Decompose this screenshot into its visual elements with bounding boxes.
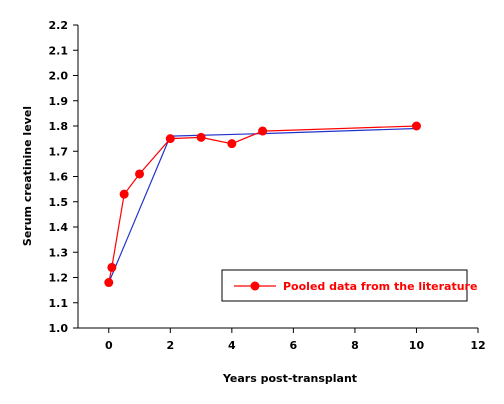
x-tick-label: 4	[228, 339, 236, 352]
x-tick-label: 2	[166, 339, 174, 352]
data-point	[196, 132, 206, 142]
x-tick-label: 10	[409, 339, 425, 352]
y-tick-label: 2.0	[49, 70, 69, 83]
y-tick-label: 1.6	[49, 171, 69, 184]
series-line-0	[108, 125, 417, 283]
x-tick-label: 8	[351, 339, 359, 352]
axes: 1.0 1.1 1.2 1.3 1.4 1.5 1.6 1.7 1.8 1.9 2.0 2.1 2.2 0…	[49, 19, 486, 352]
series-line-1	[108, 127, 417, 283]
y-tick-label: 1.8	[49, 120, 69, 133]
y-tick-label: 1.7	[49, 145, 69, 158]
data-point	[411, 121, 421, 131]
y-tick-label: 1.4	[49, 221, 69, 234]
y-axis-title: Serum creatinine level	[21, 106, 34, 246]
legend-label: Pooled data from the literature	[283, 280, 477, 293]
y-tick-label: 1.9	[49, 95, 69, 108]
legend-marker	[250, 281, 260, 291]
y-tick-label: 1.1	[49, 297, 69, 310]
x-tick-label: 12	[470, 339, 485, 352]
data-point	[119, 189, 129, 199]
x-tick-label: 0	[105, 339, 113, 352]
data-point	[165, 134, 175, 144]
data-point	[258, 126, 268, 136]
data-point	[135, 169, 145, 179]
x-axis-title: Years post-transplant	[222, 372, 357, 385]
y-tick-label: 1.0	[49, 322, 69, 335]
y-tick-label: 1.5	[49, 196, 69, 209]
y-tick-label: 1.2	[49, 272, 69, 285]
data-point	[227, 139, 237, 149]
y-tick-label: 2.1	[49, 44, 69, 57]
data-point	[104, 278, 114, 288]
x-tick-label: 6	[290, 339, 298, 352]
y-tick-label: 2.2	[49, 19, 69, 32]
y-tick-label: 1.3	[49, 246, 69, 259]
series-layer	[104, 121, 421, 288]
data-point	[107, 262, 117, 272]
legend: Pooled data from the literature	[221, 269, 477, 302]
